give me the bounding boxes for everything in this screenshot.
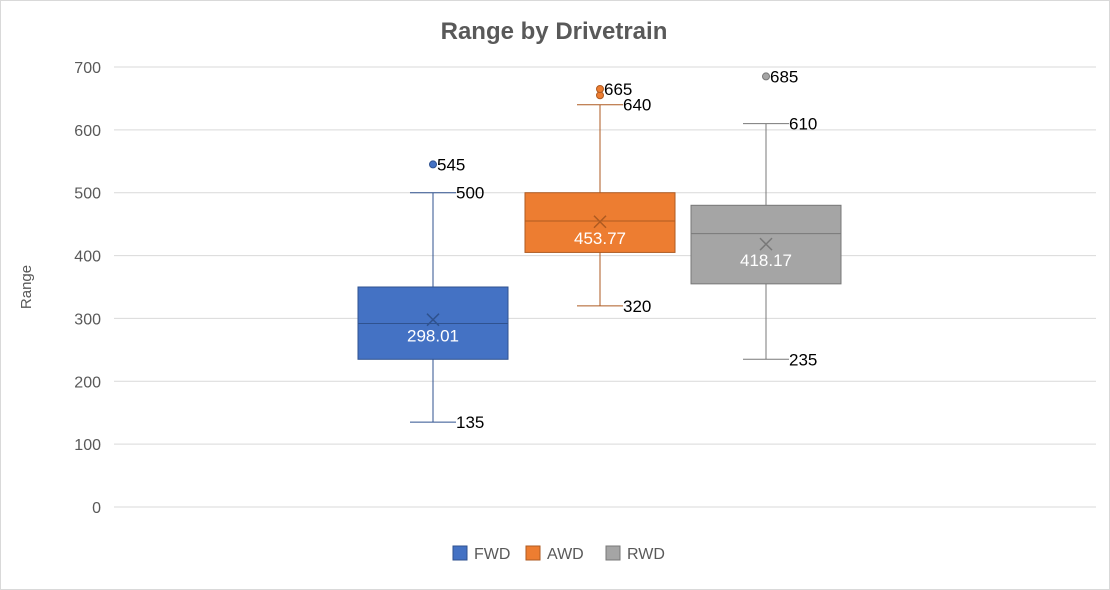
- max-label: 640: [623, 96, 651, 115]
- y-tick-label-0: 0: [92, 500, 101, 517]
- min-label: 135: [456, 413, 484, 432]
- outlier-label: 545: [437, 155, 465, 174]
- legend-item-awd: AWD: [525, 545, 584, 563]
- y-tick-label-600: 600: [74, 123, 101, 140]
- box-rwd: 610 235 418.17 685: [690, 67, 842, 369]
- mean-label: 453.77: [574, 229, 626, 248]
- box-fwd: 500 135 298.01 545: [357, 155, 509, 432]
- outlier-point: [596, 85, 604, 93]
- legend-label: FWD: [474, 546, 510, 563]
- legend-swatch: [605, 545, 621, 561]
- legend-label: RWD: [627, 546, 665, 563]
- y-tick-label-100: 100: [74, 437, 101, 454]
- box-series: 500 135 298.01 545 640 320 453.77 665 610 235 418.…: [357, 67, 842, 432]
- y-tick-label-200: 200: [74, 374, 101, 391]
- y-tick-label-700: 700: [74, 60, 101, 77]
- max-label: 500: [456, 184, 484, 203]
- box-awd: 640 320 453.77 665: [524, 80, 676, 316]
- legend-item-rwd: RWD: [605, 545, 665, 563]
- gridlines: [114, 66, 1096, 508]
- legend-swatch: [452, 545, 468, 561]
- y-tick-label-400: 400: [74, 249, 101, 266]
- y-axis-ticks: 0 100 200 300 400 500 600 700: [74, 60, 101, 517]
- legend-item-fwd: FWD: [452, 545, 510, 563]
- outlier-point: [429, 160, 437, 169]
- legend-swatch: [525, 545, 541, 561]
- mean-marker: [759, 237, 773, 251]
- legend: FWD AWD RWD: [452, 545, 665, 563]
- mean-marker: [593, 215, 607, 229]
- mean-marker: [426, 313, 440, 327]
- y-tick-label-500: 500: [74, 186, 101, 203]
- mean-label: 298.01: [407, 327, 459, 346]
- min-label: 320: [623, 297, 651, 316]
- outlier-label: 665: [604, 80, 632, 99]
- mean-label: 418.17: [740, 251, 792, 270]
- chart-title: Range by Drivetrain: [441, 18, 668, 45]
- min-label: 235: [789, 350, 817, 369]
- outlier-label: 685: [770, 67, 798, 86]
- outlier-point: [762, 72, 770, 81]
- y-tick-label-300: 300: [74, 311, 101, 328]
- max-label: 610: [789, 115, 817, 134]
- y-axis-title: Range: [18, 265, 35, 309]
- legend-label: AWD: [547, 546, 584, 563]
